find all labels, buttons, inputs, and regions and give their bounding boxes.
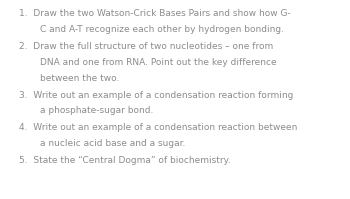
Text: a phosphate-sugar bond.: a phosphate-sugar bond. [40, 106, 154, 115]
Text: 4.  Write out an example of a condensation reaction between: 4. Write out an example of a condensatio… [19, 123, 298, 132]
Text: DNA and one from RNA. Point out the key difference: DNA and one from RNA. Point out the key … [40, 58, 277, 67]
Text: 1.  Draw the two Watson-Crick Bases Pairs and show how G-: 1. Draw the two Watson-Crick Bases Pairs… [19, 9, 291, 18]
Text: 2.  Draw the full structure of two nucleotides – one from: 2. Draw the full structure of two nucleo… [19, 42, 273, 51]
Text: 5.  State the “Central Dogma” of biochemistry.: 5. State the “Central Dogma” of biochemi… [19, 156, 231, 165]
Text: a nucleic acid base and a sugar.: a nucleic acid base and a sugar. [40, 139, 186, 148]
Text: 3.  Write out an example of a condensation reaction forming: 3. Write out an example of a condensatio… [19, 91, 294, 100]
Text: C and A-T recognize each other by hydrogen bonding.: C and A-T recognize each other by hydrog… [40, 25, 284, 34]
Text: between the two.: between the two. [40, 74, 120, 83]
